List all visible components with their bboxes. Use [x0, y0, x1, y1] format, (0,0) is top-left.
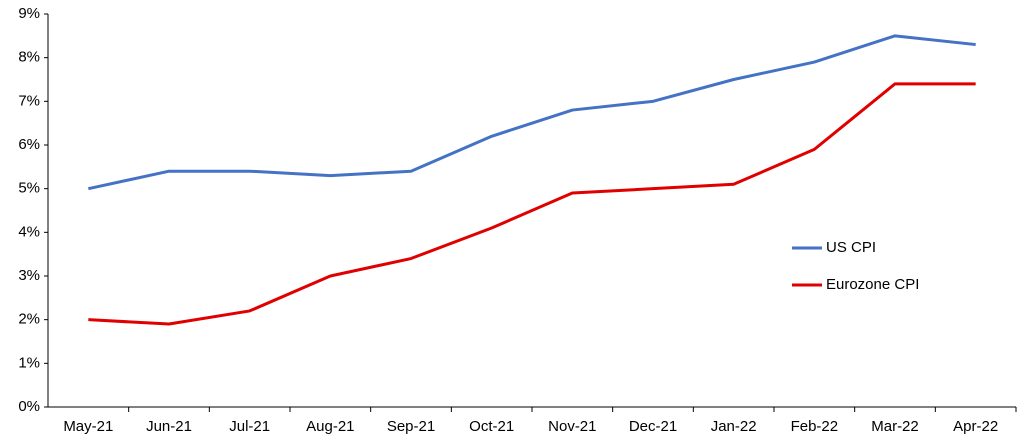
y-tick-label: 3% — [18, 267, 40, 284]
y-tick-label: 1% — [18, 354, 40, 371]
legend-label: US CPI — [826, 239, 876, 256]
x-tick-label: Dec-21 — [629, 418, 677, 435]
series-line — [88, 82, 976, 326]
y-tick-label: 2% — [18, 311, 40, 328]
x-tick-label: Jul-21 — [229, 418, 270, 435]
x-tick-label: Jun-21 — [146, 418, 192, 435]
series-line — [88, 34, 976, 191]
y-tick-label: 4% — [18, 223, 40, 240]
x-tick-label: Aug-21 — [306, 418, 354, 435]
y-tick-label: 7% — [18, 92, 40, 109]
y-tick-label: 6% — [18, 136, 40, 153]
y-tick-label: 8% — [18, 49, 40, 66]
x-tick-label: Jan-22 — [711, 418, 757, 435]
x-tick-label: Nov-21 — [548, 418, 596, 435]
x-tick-label: Mar-22 — [871, 418, 919, 435]
x-tick-label: Oct-21 — [469, 418, 514, 435]
y-tick-label: 0% — [18, 398, 40, 415]
y-tick-label: 9% — [18, 5, 40, 22]
x-tick-label: May-21 — [63, 418, 113, 435]
y-tick-label: 5% — [18, 180, 40, 197]
x-tick-label: Sep-21 — [387, 418, 435, 435]
x-tick-label: Apr-22 — [953, 418, 998, 435]
legend-label: Eurozone CPI — [826, 276, 919, 293]
x-tick-label: Feb-22 — [791, 418, 839, 435]
